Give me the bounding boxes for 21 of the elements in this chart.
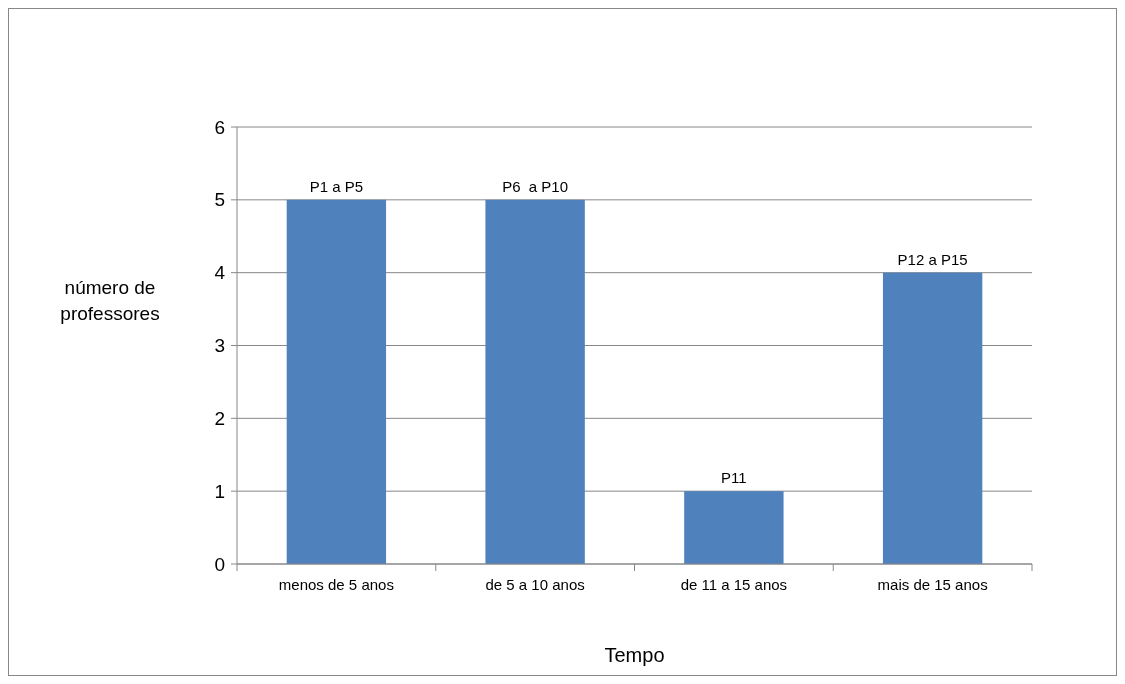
bar (882, 272, 983, 564)
x-tick-label: mais de 15 anos (877, 576, 988, 593)
y-tick-label: 6 (214, 116, 225, 138)
y-axis-title: número de professores (60, 277, 160, 324)
x-tick-label: de 11 a 15 anos (680, 576, 788, 593)
bar (684, 491, 784, 564)
data-label: P1 a P5 (309, 177, 364, 195)
data-label: P6 a P10 (502, 177, 569, 195)
y-tick-label: 3 (214, 335, 225, 357)
y-tick-label: 4 (214, 262, 226, 284)
bar (485, 199, 585, 564)
y-tick-label: 1 (214, 480, 225, 502)
data-label: P12 a P15 (897, 250, 968, 268)
x-tick-label: menos de 5 anos (278, 576, 394, 593)
y-tick-label: 2 (214, 407, 225, 429)
data-label: P11 (721, 469, 747, 487)
x-tick-label: de 5 a 10 anos (485, 576, 585, 593)
y-tick-label: 5 (214, 189, 225, 211)
x-axis-title: Tempo (604, 644, 665, 666)
y-tick-label: 0 (214, 553, 225, 575)
bar (286, 199, 387, 564)
